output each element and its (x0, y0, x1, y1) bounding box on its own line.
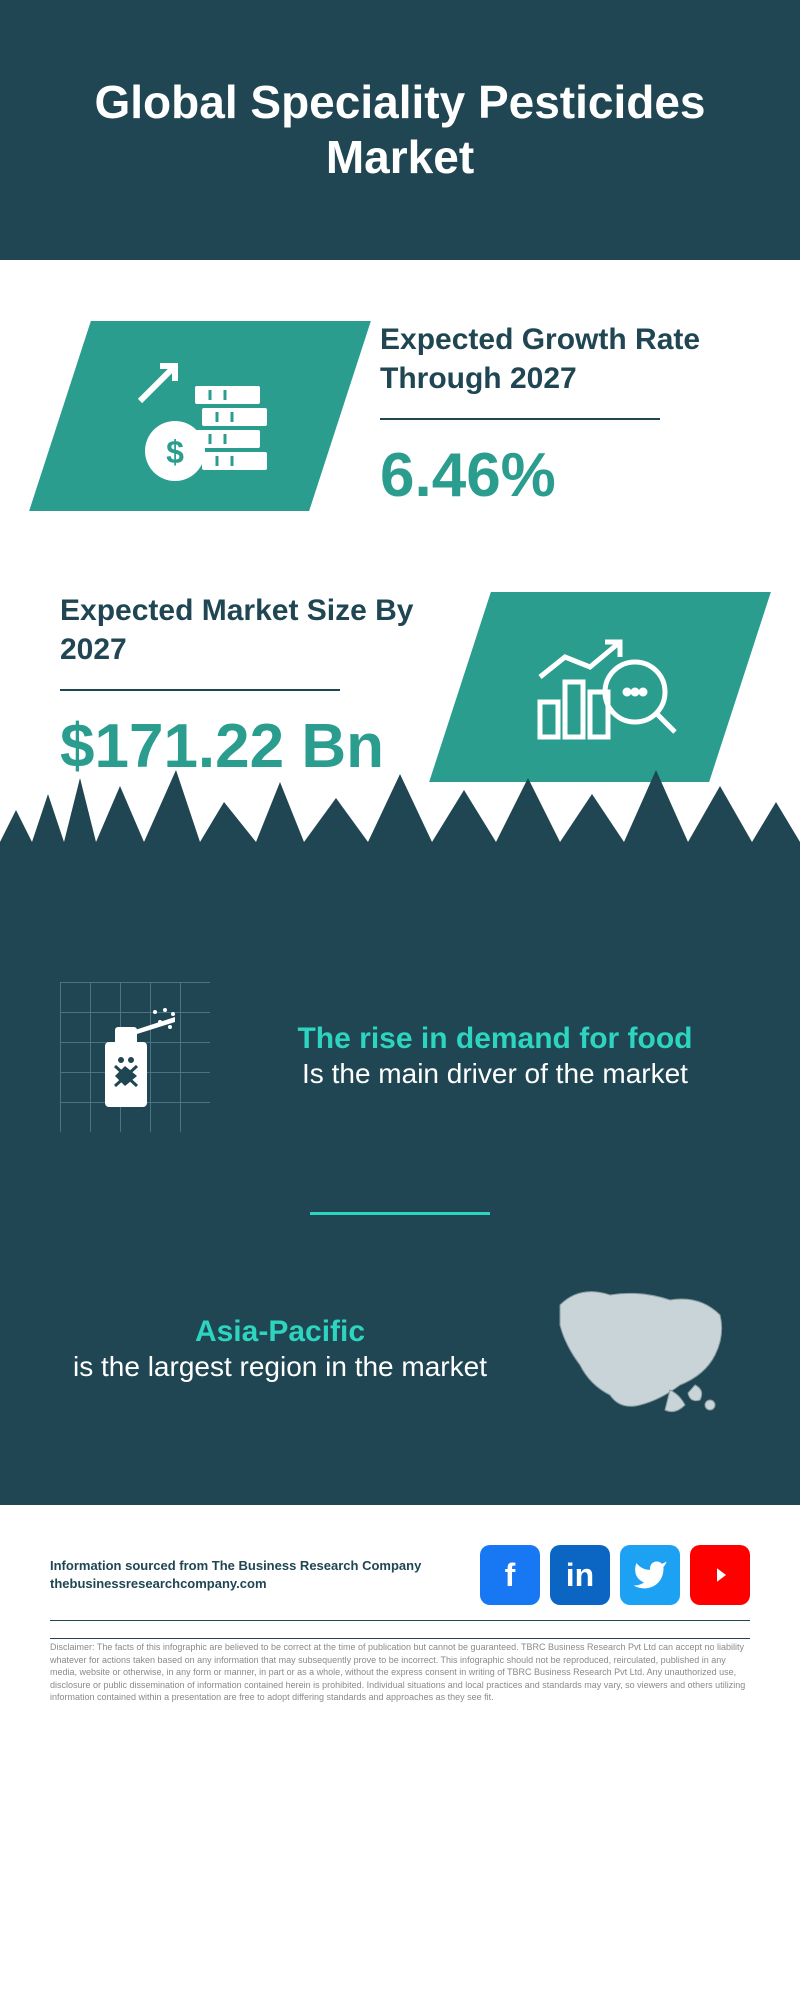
driver-block: The rise in demand for food Is the main … (60, 962, 740, 1172)
driver-text: The rise in demand for food Is the main … (250, 1022, 740, 1092)
svg-text:$: $ (166, 434, 184, 470)
growth-rate-section: $ Expected Growth Rate Through 2027 6.46… (0, 260, 800, 551)
youtube-icon[interactable] (690, 1545, 750, 1605)
region-text: Asia-Pacific is the largest region in th… (60, 1315, 500, 1385)
social-icons: f in (480, 1545, 750, 1605)
footer: Information sourced from The Business Re… (0, 1505, 800, 1724)
twitter-icon[interactable] (620, 1545, 680, 1605)
page-title: Global Speciality Pesticides Market (80, 75, 720, 185)
growth-rate-label: Expected Growth Rate Through 2027 (380, 320, 740, 398)
spray-icon (60, 982, 210, 1132)
growth-rate-value: 6.46% (380, 440, 740, 511)
driver-highlight: The rise in demand for food (250, 1022, 740, 1056)
money-growth-icon: $ (60, 321, 340, 511)
region-highlight: Asia-Pacific (60, 1315, 500, 1349)
divider (380, 418, 660, 420)
header-banner: Global Speciality Pesticides Market (0, 0, 800, 260)
linkedin-icon[interactable]: in (550, 1545, 610, 1605)
asia-map-icon (540, 1275, 740, 1425)
skyline-divider (0, 842, 800, 962)
insights-section: The rise in demand for food Is the main … (0, 962, 800, 1505)
market-size-value: $171.22 Bn (60, 711, 420, 782)
market-size-stat: Expected Market Size By 2027 $171.22 Bn (60, 591, 420, 782)
divider (60, 689, 340, 691)
region-block: Asia-Pacific is the largest region in th… (60, 1255, 740, 1445)
section-divider (310, 1212, 490, 1215)
driver-sub: Is the main driver of the market (250, 1056, 740, 1092)
facebook-icon[interactable]: f (480, 1545, 540, 1605)
market-size-label: Expected Market Size By 2027 (60, 591, 420, 669)
disclaimer-text: Disclaimer: The facts of this infographi… (50, 1620, 750, 1704)
region-sub: is the largest region in the market (60, 1349, 500, 1385)
chart-analysis-icon (460, 592, 740, 782)
source-attribution: Information sourced from The Business Re… (50, 1557, 421, 1593)
growth-rate-stat: Expected Growth Rate Through 2027 6.46% (380, 320, 740, 511)
